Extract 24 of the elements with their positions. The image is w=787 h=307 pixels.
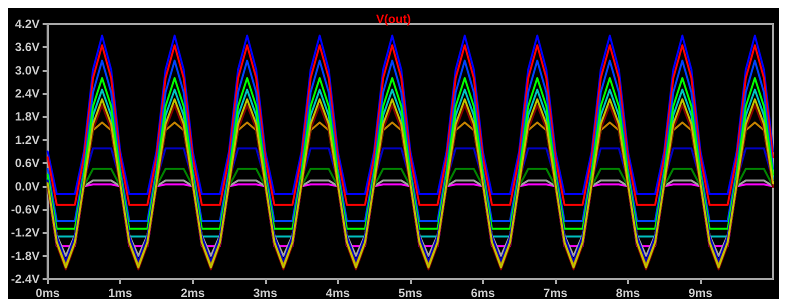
y-tick-label: 1.2V bbox=[14, 132, 40, 147]
x-tick-label: 0ms bbox=[36, 286, 60, 300]
x-tick-label: 4ms bbox=[326, 286, 350, 300]
y-tick-label: -1.8V bbox=[10, 248, 40, 263]
y-tick-label: -1.2V bbox=[10, 226, 40, 240]
y-tick-label: 0.6V bbox=[14, 156, 40, 170]
x-tick-label: 1ms bbox=[108, 286, 133, 300]
x-tick-label: 2ms bbox=[180, 286, 206, 300]
y-tick-label: 3.6V bbox=[14, 40, 40, 54]
chart-title: V(out) bbox=[376, 12, 411, 26]
x-tick-label: 5ms bbox=[398, 286, 423, 300]
y-tick-label: -2.4V bbox=[10, 272, 40, 286]
x-tick-label: 9ms bbox=[688, 286, 713, 300]
x-tick-label: 8ms bbox=[616, 286, 640, 300]
y-tick-label: 4.2V bbox=[14, 17, 40, 31]
y-tick-label: 0.0V bbox=[14, 179, 40, 194]
x-tick-label: 7ms bbox=[543, 286, 568, 300]
y-tick-label: 2.4V bbox=[14, 86, 40, 101]
y-tick-label: -0.6V bbox=[10, 202, 40, 216]
x-tick-label: 6ms bbox=[470, 286, 496, 300]
line-series bbox=[46, 147, 774, 263]
y-tick-label: 3.0V bbox=[14, 63, 40, 78]
x-tick-label: 3ms bbox=[253, 286, 278, 300]
y-tick-label: 1.8V bbox=[14, 110, 40, 124]
